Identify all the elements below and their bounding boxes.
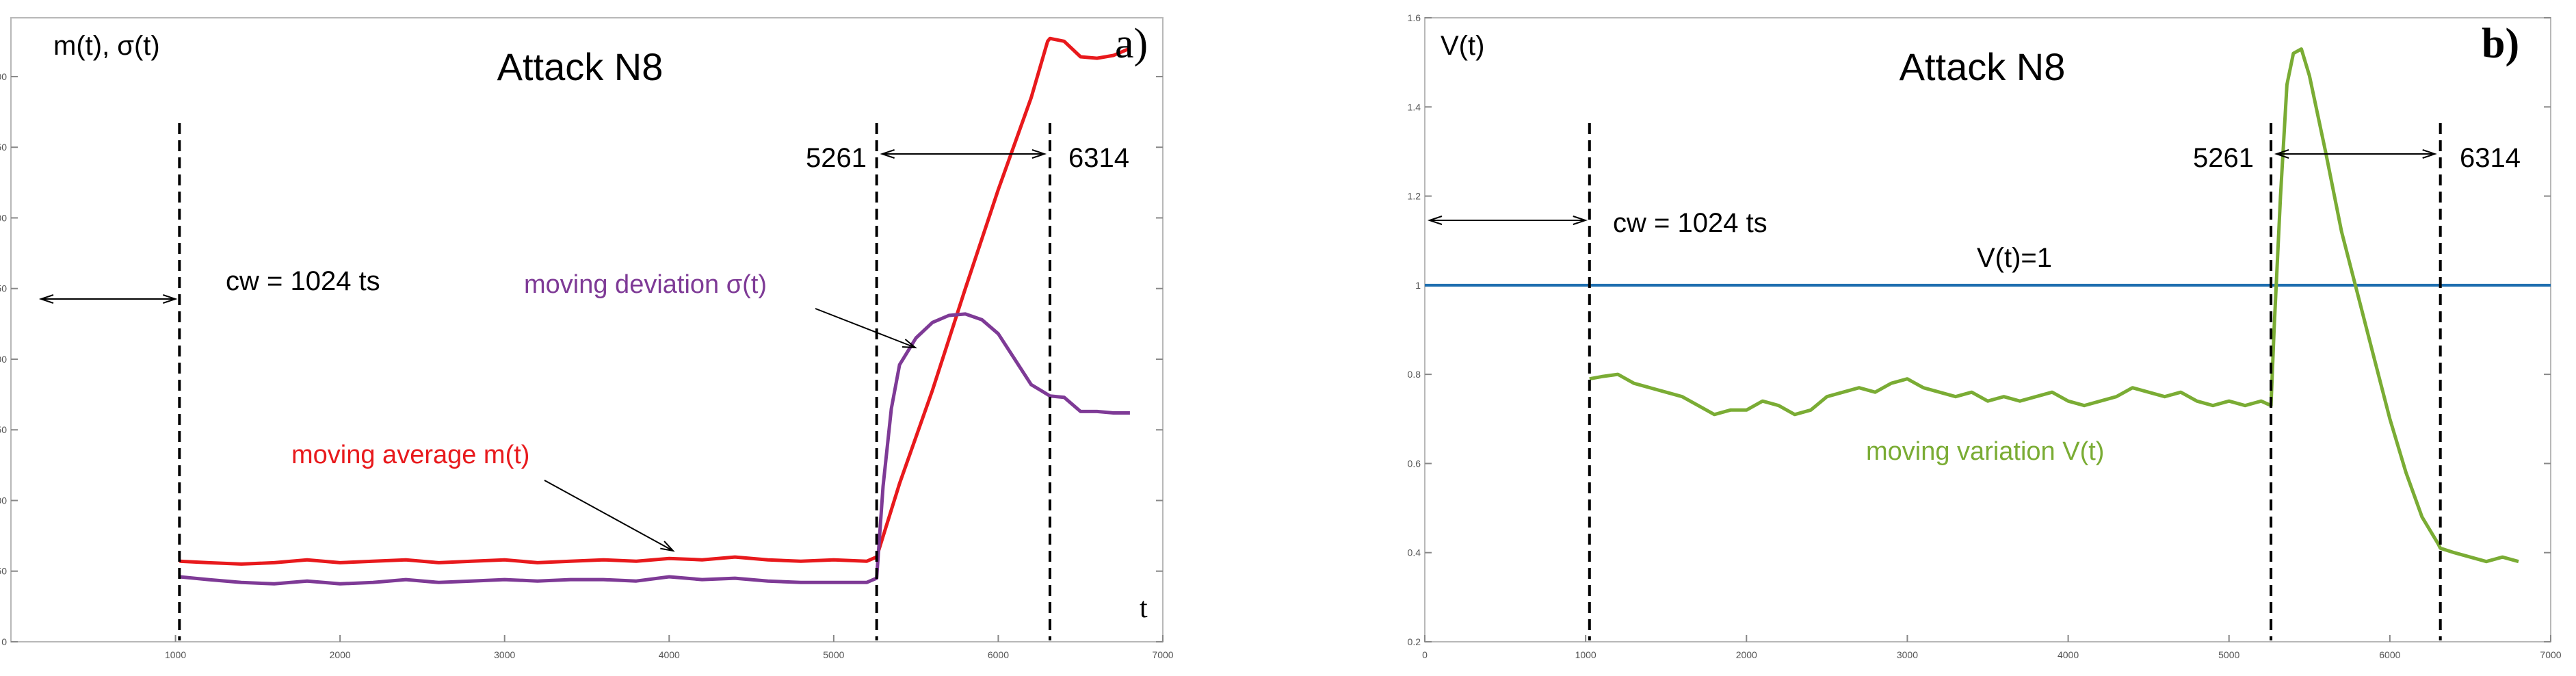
panel-b-series-line-1 [1589,47,2519,564]
panel-a-axes: 0 50 100 150 200 250 300 350 400 1000 2000 3000 4000… [0,17,1174,660]
panel-a-ylabel: m(t), σ(t) [53,31,160,61]
panel-a-xtick-label: 4000 [659,649,680,660]
panel-b-ylabel: V(t) [1441,31,1484,61]
panel-b-window-label: cw = 1024 ts [1613,208,1767,238]
panel-b-xtick-label: 0 [1422,649,1428,660]
panel-a-title: Attack N8 [497,45,663,88]
panel-a-xtick-label: 5000 [823,649,844,660]
panel-a-window-arrow-head-end [163,294,178,304]
panel-a-plot-frame [10,17,1164,642]
panel-b-axes: 0.2 0.4 0.6 0.8 1 1.2 1.4 1.6 0 1000 2000 3000 4000 5… [1408,12,2562,660]
panel-a-xlabel: t [1140,593,1148,624]
panel-a-vline-label-end: 6314 [1068,143,1129,173]
panel-b-hline-label: V(t)=1 [1977,243,2052,273]
panel-a-text: m(t), σ(t) Attack N8 a) 5261 6314 cw = 1… [53,21,1148,624]
panel-a-panel-label: a) [1115,21,1148,67]
panel-b-plot-frame [1424,17,2551,642]
panel-a-vline-label-start: 5261 [806,143,867,173]
panel-b-range-arrow-head-start [2274,149,2289,159]
panel-b: 0.2 0.4 0.6 0.8 1 1.2 1.4 1.6 0 1000 2000 3000 4000 5… [1408,12,2562,660]
panel-b-title: Attack N8 [1900,45,2066,88]
panel-b-ytick-label: 1.4 [1408,101,1421,112]
panel-a-range-arrow-head-start [880,149,895,159]
panel-b-xtick-label: 3000 [1897,649,1918,660]
panel-a-annotation-deviation: moving deviation σ(t) [524,270,767,299]
panel-b-xtick-label: 2000 [1736,649,1757,660]
panel-a-pointer-average [544,480,674,551]
panel-a-ytick-label: 200 [0,354,7,365]
panel-a-ytick-label: 350 [0,142,7,153]
panel-a-window-label: cw = 1024 ts [226,266,380,296]
panel-b-vline-label-start: 5261 [2193,143,2254,173]
panel-b-ytick-label: 1.2 [1408,191,1421,202]
panel-a-pointer-deviation-head-end [902,339,917,349]
panel-a-xtick-label: 7000 [1152,649,1173,660]
panel-a-xtick-label: 6000 [988,649,1009,660]
panel-a-series [38,36,1131,640]
panel-a-pointer-average-head-end [660,541,675,552]
panel-b-ytick-label: 1 [1415,280,1421,291]
panel-a-window-arrow-head-start [38,294,54,304]
panel-b-range-arrow-head-end [2422,149,2437,159]
panel-a-pointer-deviation [815,308,916,348]
panel-a-ytick-label: 50 [0,566,7,577]
panel-a-range-arrow-head-end [1031,149,1047,159]
panel-a-xtick-label: 1000 [165,649,186,660]
panel-a-annotation-average: moving average m(t) [291,441,529,469]
panel-b-ytick-label: 0.6 [1408,458,1421,469]
panel-a-ytick-label: 0 [1,636,7,647]
panel-a-ytick-label: 400 [0,71,7,82]
panel-b-xtick-label: 6000 [2379,649,2400,660]
panel-a-series-line-2 [179,312,1130,586]
panel-a-ytick-label: 100 [0,495,7,506]
panel-b-ytick-label: 0.4 [1408,547,1421,558]
panel-b-ytick-label: 1.6 [1408,12,1421,23]
panel-b-annotation-variation: moving variation V(t) [1866,437,2104,466]
panel-b-panel-label: b) [2482,21,2519,67]
panel-b-window-arrow-head-end [1573,216,1588,225]
panel-b-window-arrow-head-start [1427,216,1443,225]
panel-b-series [1425,47,2551,640]
panel-b-xtick-label: 7000 [2540,649,2561,660]
panel-a: 0 50 100 150 200 250 300 350 400 1000 2000 3000 4000… [0,17,1174,660]
panel-a-ytick-label: 250 [0,283,7,294]
panel-b-ytick-label: 0.8 [1408,369,1421,380]
panel-b-xtick-label: 5000 [2218,649,2239,660]
panel-a-xtick-label: 2000 [330,649,351,660]
panel-b-xtick-label: 1000 [1575,649,1596,660]
panel-a-series-line-1 [179,36,1131,566]
panel-b-xtick-label: 4000 [2058,649,2079,660]
panel-b-ytick-label: 0.2 [1408,636,1421,647]
panel-a-xtick-label: 3000 [494,649,515,660]
panel-a-ytick-label: 150 [0,424,7,435]
panel-a-ytick-label: 300 [0,212,7,223]
panel-b-vline-label-end: 6314 [2460,143,2521,173]
panel-b-text: V(t) Attack N8 b) 5261 6314 cw = 1024 ts… [1441,21,2521,466]
